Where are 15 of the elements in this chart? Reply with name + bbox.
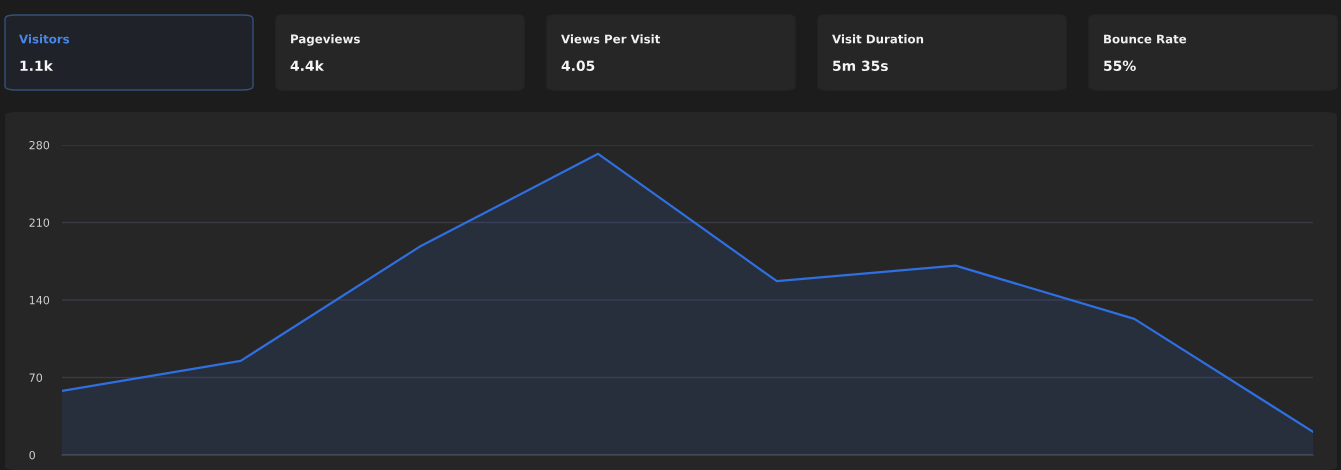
text: 4.4k (290, 60, 325, 71)
text: Visitors (19, 34, 70, 44)
y-tick-label: 70 (29, 373, 43, 382)
text: Views Per Visit (561, 34, 661, 44)
y-tick-label: 210 (29, 218, 50, 227)
y-tick-label: 280 (29, 140, 50, 150)
text: 5m 35s (833, 60, 888, 72)
text: 1.1k (20, 60, 54, 71)
y-tick-label: 140 (29, 295, 50, 305)
text: Bounce Rate (1104, 34, 1187, 44)
text: Pageviews (291, 34, 360, 46)
text: 4.05 (561, 60, 595, 72)
y-tick-label: 0 (29, 450, 35, 460)
text: 55% (1104, 60, 1136, 72)
text: Visit Duration (832, 34, 924, 44)
